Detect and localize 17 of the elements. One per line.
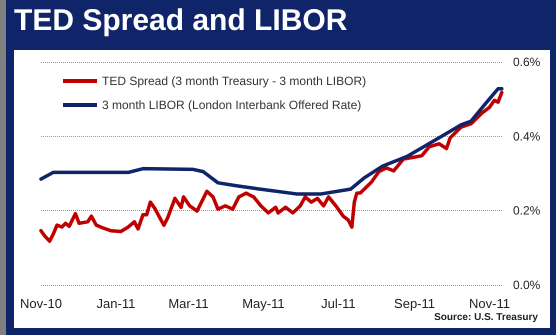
x-tick-label: Jan-11 [96, 296, 136, 311]
source-note: Source: U.S. Treasury [434, 312, 538, 323]
chart-title: TED Spread and LIBOR [14, 4, 348, 38]
x-tick-label: Mar-11 [168, 296, 209, 311]
y-tick-label: 0.6% [513, 55, 541, 69]
line-series [39, 87, 504, 196]
y-tick-label: 0.0% [513, 278, 541, 292]
x-tick-label: May-11 [242, 296, 285, 311]
x-tick-label: Sep-11 [394, 296, 436, 311]
x-tick-label: Nov-10 [20, 296, 62, 311]
x-tick-label: Jul-11 [321, 296, 356, 311]
line-series [39, 90, 504, 243]
y-tick-label: 0.2% [513, 204, 541, 218]
x-tick-label: Nov-11 [469, 296, 510, 311]
legend-label: TED Spread (3 month Treasury - 3 month LIBOR) [102, 74, 366, 88]
legend-label: 3 month LIBOR (London Interbank Offered Rate) [102, 98, 362, 112]
y-tick-label: 0.4% [513, 129, 541, 144]
